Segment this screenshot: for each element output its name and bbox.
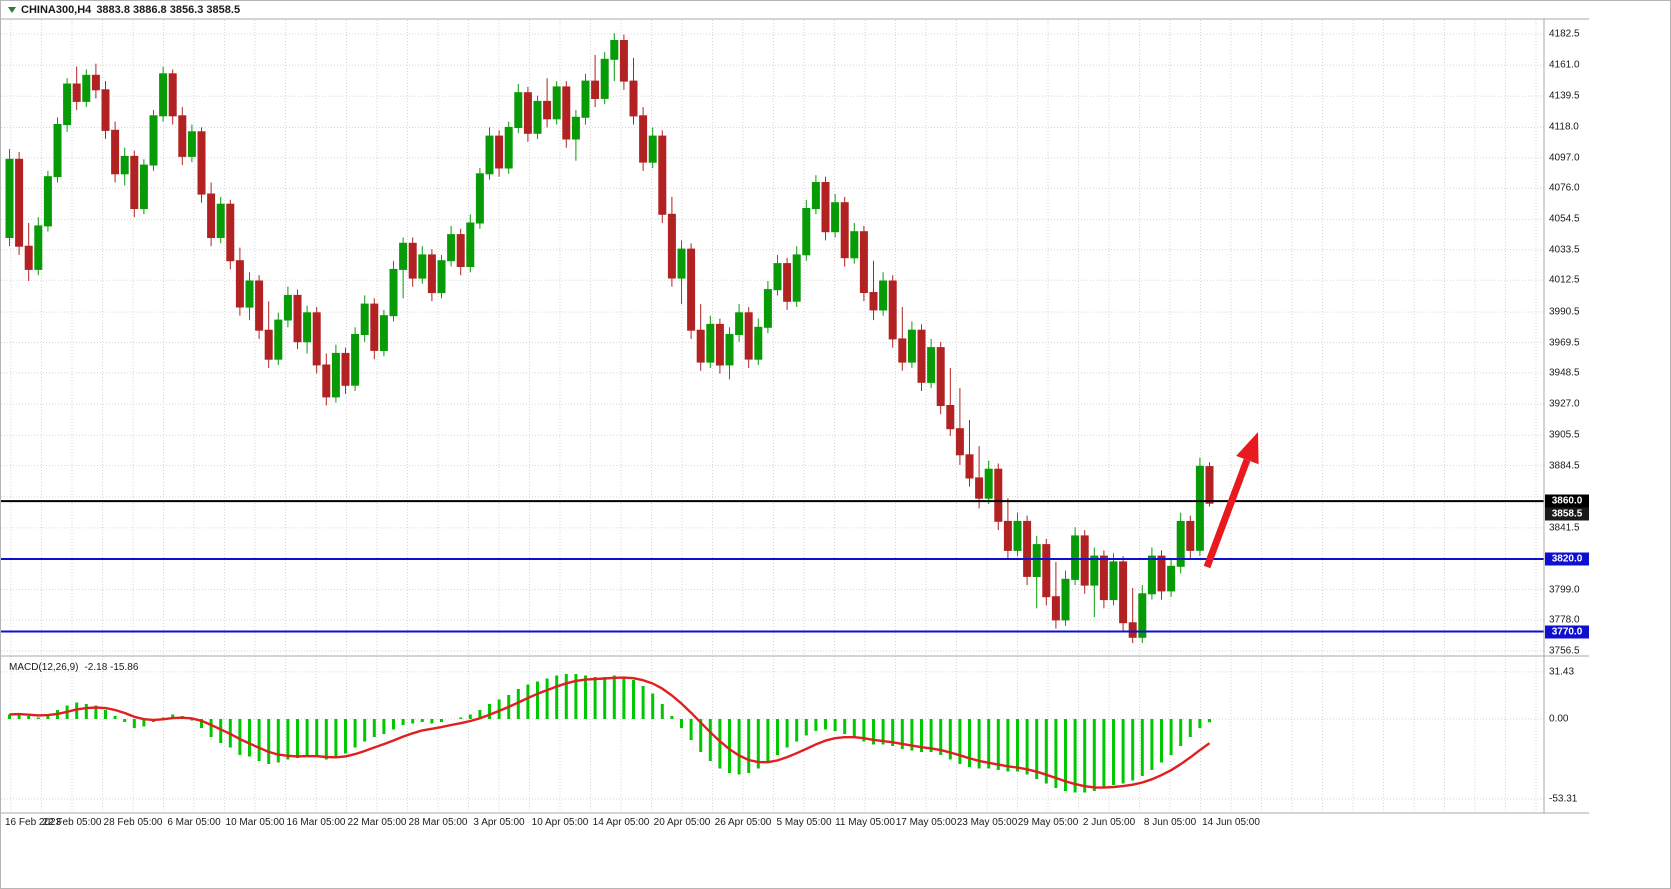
macd-indicator-label: MACD(12,26,9) -2.18 -15.86 bbox=[9, 662, 138, 673]
symbol-marker-icon bbox=[8, 7, 16, 13]
macd-values: -2.18 -15.86 bbox=[84, 662, 139, 673]
symbol-title: CHINA300,H4 3883.8 3886.8 3856.3 3858.5 bbox=[8, 4, 240, 16]
horizontal-lines bbox=[1, 500, 1544, 633]
macd-signal-line bbox=[9, 676, 1211, 789]
macd-histogram bbox=[8, 674, 1211, 793]
symbol-ohlc: 3883.8 3886.8 3856.3 3858.5 bbox=[96, 4, 241, 16]
symbol-name: CHINA300,H4 bbox=[21, 4, 92, 16]
candles bbox=[5, 33, 1214, 644]
macd-title: MACD(12,26,9) bbox=[9, 662, 79, 673]
panel-borders bbox=[1, 18, 1589, 814]
grid bbox=[1, 20, 1544, 812]
trend-arrow[interactable] bbox=[1203, 432, 1259, 569]
